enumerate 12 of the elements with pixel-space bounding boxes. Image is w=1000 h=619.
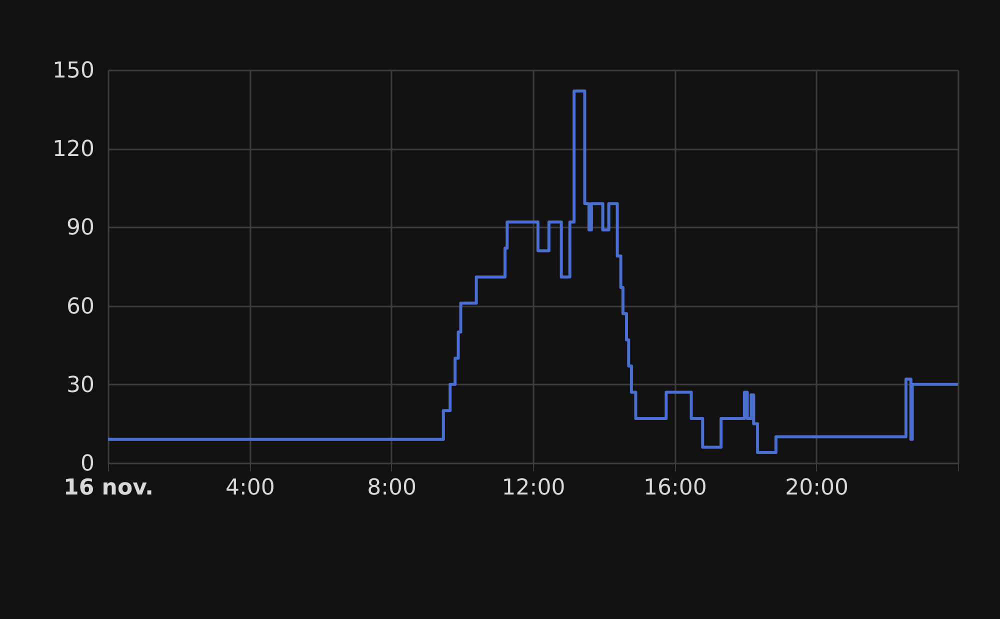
x-tick-label: 8:00: [367, 476, 417, 500]
x-tick-label: 12:00: [502, 476, 566, 500]
y-tick-label: 60: [66, 294, 94, 320]
x-tick-label: 20:00: [785, 476, 849, 500]
y-tick-label: 0: [80, 452, 94, 476]
y-tick-label: 120: [52, 137, 94, 162]
y-tick-label: 90: [66, 216, 94, 241]
x-tick-label: 16:00: [643, 476, 707, 500]
y-tick-label: 150: [52, 58, 94, 84]
y-tick-label: 30: [66, 372, 94, 398]
x-tick-label: 4:00: [225, 476, 275, 500]
x-tick-label: 16 nov.: [64, 476, 154, 500]
